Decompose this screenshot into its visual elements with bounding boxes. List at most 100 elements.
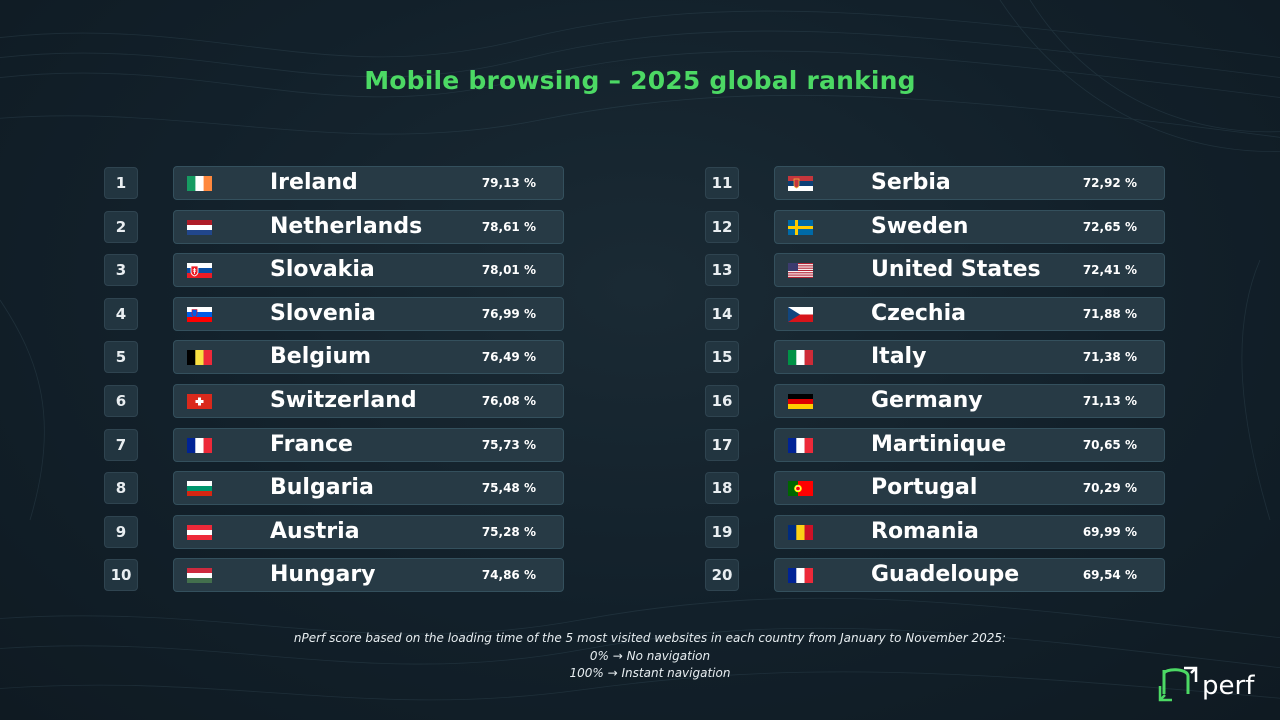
slovakia-flag-icon [187,263,212,279]
country-name: Austria [270,518,360,544]
country-name: Romania [871,518,979,544]
country-bar: Romania 69,99 % [774,514,1165,549]
score-value: 71,88 % [1082,306,1137,321]
country-name: United States [871,257,1041,283]
footnote-line-2: 0% → No navigation [589,648,711,663]
rank-number: 13 [705,254,739,287]
rank-number: 16 [705,384,739,417]
country-bar: Germany 71,13 % [774,383,1165,418]
country-bar: Switzerland 76,08 % [173,383,564,418]
score-value: 75,28 % [481,524,536,539]
country-name: Italy [871,344,927,370]
country-name: Switzerland [270,387,417,413]
bulgaria-flag-icon [187,481,212,497]
score-value: 70,65 % [1082,437,1137,452]
country-name: Ireland [270,170,358,195]
score-value: 70,29 % [1082,481,1137,496]
svg-text:perf: perf [1202,671,1255,701]
sweden-flag-icon [788,219,813,235]
rank-number: 12 [705,210,739,243]
country-bar: Sweden 72,65 % [774,209,1165,244]
country-bar: Portugal 70,29 % [774,471,1165,506]
score-value: 71,38 % [1082,350,1137,365]
country-bar: Bulgaria 75,48 % [173,471,564,506]
serbia-flag-icon [788,176,813,191]
belgium-flag-icon [187,350,212,366]
france-flag-icon [788,437,813,453]
rank-number: 8 [104,472,138,505]
rank-number: 17 [705,428,739,461]
country-name: Sweden [871,213,969,239]
france-flag-icon [788,568,813,584]
rank-number: 9 [104,515,138,548]
country-bar: Martinique 70,65 % [774,427,1165,462]
rank-number: 7 [104,428,138,461]
country-name: Martinique [871,431,1007,457]
austria-flag-icon [187,524,212,540]
country-bar: Belgium 76,49 % [173,340,564,375]
country-name: Belgium [270,344,372,370]
country-bar: Ireland 79,13 % [173,166,564,200]
country-name: Netherlands [270,213,423,239]
country-name: Guadeloupe [871,562,1020,588]
nperf-logo: perf [1158,666,1255,702]
country-name: Bulgaria [270,475,374,501]
score-value: 69,54 % [1082,568,1137,583]
germany-flag-icon [788,393,813,409]
score-value: 76,99 % [481,306,536,321]
score-value: 72,65 % [1082,219,1137,234]
rank-number: 11 [705,167,739,199]
rank-number: 14 [705,297,739,330]
rank-number: 5 [104,341,138,374]
rank-number: 4 [104,297,138,330]
score-value: 78,61 % [481,219,536,234]
rank-number: 1 [104,167,138,199]
country-bar: Austria 75,28 % [173,514,564,549]
rank-number: 19 [705,515,739,548]
country-bar: Czechia 71,88 % [774,296,1165,331]
rank-number: 15 [705,341,739,374]
score-value: 71,13 % [1082,393,1137,408]
ireland-flag-icon [187,176,212,191]
score-value: 76,49 % [481,350,536,365]
slovenia-flag-icon [187,306,212,322]
country-bar: Guadeloupe 69,54 % [774,558,1165,593]
score-value: 72,92 % [1082,176,1137,190]
score-value: 76,08 % [481,393,536,408]
country-bar: Slovakia 78,01 % [173,253,564,288]
country-bar: Hungary 74,86 % [173,558,564,593]
country-name: Czechia [871,300,966,326]
score-value: 72,41 % [1082,263,1137,278]
country-name: Germany [871,387,983,413]
score-value: 69,99 % [1082,524,1137,539]
italy-flag-icon [788,350,813,366]
country-name: Hungary [270,562,376,588]
czechia-flag-icon [788,306,813,322]
rank-number: 10 [104,559,138,592]
country-bar: Italy 71,38 % [774,340,1165,375]
score-value: 78,01 % [481,263,536,278]
hungary-flag-icon [187,568,212,584]
footnote-line-3: 100% → Instant navigation [569,666,731,680]
country-name: Slovenia [270,300,376,326]
country-name: Portugal [871,475,978,501]
rank-number: 6 [104,384,138,417]
country-bar: Netherlands 78,61 % [173,209,564,244]
switzerland-flag-icon [187,393,212,409]
country-name: Slovakia [270,257,375,283]
romania-flag-icon [788,524,813,540]
country-bar: United States 72,41 % [774,253,1165,288]
rank-number: 3 [104,254,138,287]
france-flag-icon [187,437,212,453]
score-value: 75,48 % [481,481,536,496]
netherlands-flag-icon [187,219,212,235]
country-bar: France 75,73 % [173,427,564,462]
country-name: Serbia [871,170,951,195]
country-name: France [270,431,353,457]
united-states-flag-icon [788,263,813,279]
country-bar: Slovenia 76,99 % [173,296,564,331]
score-value: 75,73 % [481,437,536,452]
page-title: Mobile browsing – 2025 global ranking [364,66,916,95]
rank-number: 2 [104,210,138,243]
